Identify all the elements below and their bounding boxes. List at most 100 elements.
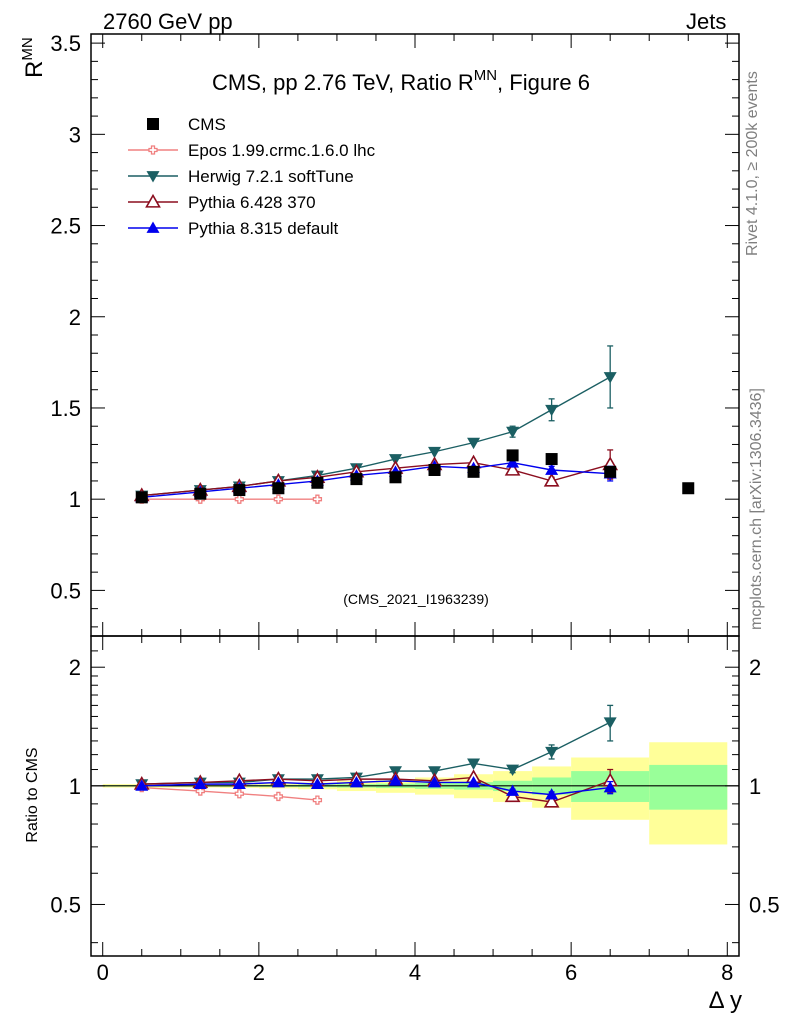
series-3-point-9 <box>506 456 520 468</box>
ratio-uncertainty-bands <box>102 742 728 845</box>
legend-marker-2 <box>146 171 160 183</box>
cms-point-10 <box>545 453 558 466</box>
series-2-line <box>141 461 611 497</box>
series-3-ratio-point-10 <box>545 788 559 800</box>
cms-point-0 <box>135 491 148 504</box>
ratio-stat-band-12 <box>649 764 728 810</box>
cms-point-4 <box>311 476 324 489</box>
series-0-ratio-point-4-shape <box>312 795 323 805</box>
legend-marker-4 <box>146 221 160 233</box>
series-1-point-9 <box>506 426 520 439</box>
y-tick-label-2: 2 <box>69 305 81 330</box>
series-2-ratio-point-10 <box>543 793 560 808</box>
cms-point-5 <box>350 473 363 486</box>
legend-item-4: Pythia 8.315 default <box>128 219 339 238</box>
series-3-ratio-point-0 <box>135 779 149 791</box>
series-1-ratio-line <box>141 721 611 785</box>
cms-point-3 <box>272 482 285 495</box>
series-0-ratio-line <box>141 786 318 801</box>
series-3-ratio-point-2 <box>232 777 246 790</box>
legend-label-0: CMS <box>188 115 226 134</box>
legend-marker-1-shape <box>148 145 158 155</box>
ratio-tick-label-right-2: 2 <box>749 655 761 680</box>
series-1-ratio-point-9 <box>506 764 520 777</box>
series-1-ratio-point-8 <box>467 758 481 770</box>
series-0-point-2 <box>234 494 244 504</box>
header-right: Jets <box>686 9 727 34</box>
y-tick-label-0.5: 0.5 <box>50 578 81 603</box>
cms-point-11 <box>604 465 617 478</box>
y-tick-label-2.5: 2.5 <box>50 214 81 239</box>
x-tick-label-4: 4 <box>409 960 421 985</box>
x-tick-label-6: 6 <box>565 960 577 985</box>
legend-label-4: Pythia 8.315 default <box>188 219 339 238</box>
x-axis-label: Δ y <box>709 987 742 1014</box>
cms-point-1 <box>194 487 207 500</box>
x-tick-label-0: 0 <box>97 960 109 985</box>
analysis-id: (CMS_2021_I1963239) <box>343 591 489 607</box>
series-3-ratio-point-8 <box>467 775 481 788</box>
cms-point-12 <box>682 482 695 495</box>
series-3-point-10 <box>545 463 559 475</box>
cms-point-7 <box>428 463 441 476</box>
legend-item-3: Pythia 6.428 370 <box>128 193 316 212</box>
series-3-line <box>141 461 611 499</box>
x-tick-label-8: 8 <box>721 960 733 985</box>
series-3-ratio-point-9 <box>506 784 520 796</box>
series-0-point-3-shape <box>273 494 284 504</box>
series-0-point-4-shape <box>312 494 323 504</box>
legend-item-0: CMS <box>147 115 226 134</box>
series-1-ratio-point-10 <box>545 746 559 759</box>
series-0-ratio-point-2 <box>234 789 244 799</box>
y-tick-label-3: 3 <box>69 122 81 147</box>
cms-point-9 <box>506 449 519 462</box>
series-3-ratio-point-3 <box>271 775 285 788</box>
y-tick-label-1.5: 1.5 <box>50 396 81 421</box>
series-3-ratio-point-6 <box>388 774 402 786</box>
series-1-ratio-point-11 <box>603 717 617 729</box>
main-series-group <box>133 345 695 504</box>
ratio-tick-label-right-0.5: 0.5 <box>749 892 780 917</box>
series-0-point-2-shape <box>234 494 244 504</box>
labels-group: CMS, pp 2.76 TeV, Ratio RMN, Figure 6 RMN… <box>19 37 742 1014</box>
series-1-point-10 <box>545 404 559 417</box>
legend-item-1: Epos 1.99.crmc.1.6.0 lhc <box>128 141 376 160</box>
legend-marker-0 <box>147 118 159 130</box>
y-tick-label-1: 1 <box>69 487 81 512</box>
series-2-point-9 <box>504 461 521 476</box>
y-axis-label: RMN <box>19 37 48 78</box>
legend-label-3: Pythia 6.428 370 <box>188 193 316 212</box>
series-0-ratio-point-4 <box>312 795 323 805</box>
series-3-ratio-line <box>141 780 611 796</box>
series-3-ratio-point-4 <box>310 777 324 790</box>
series-2-point-10 <box>543 472 560 487</box>
ratio-tick-label-0.5: 0.5 <box>50 892 81 917</box>
series-1-point-8 <box>467 437 481 450</box>
ratio-series-group <box>133 704 619 808</box>
series-2-ratio-line <box>141 776 611 803</box>
series-1-point-6 <box>388 454 402 466</box>
legend-label-2: Herwig 7.2.1 softTune <box>188 167 354 186</box>
legend-marker-3 <box>145 193 161 208</box>
series-3-ratio-point-7 <box>428 775 442 788</box>
legend-item-2: Herwig 7.2.1 softTune <box>128 167 354 186</box>
series-1-point-11 <box>603 372 617 384</box>
series-3-ratio-point-11 <box>603 781 617 793</box>
ratio-tick-label-2: 2 <box>69 655 81 680</box>
legend-marker-1 <box>148 145 158 155</box>
axes-group: 0 2 4 6 8 0.5 1 1.5 2 2.5 3 3.5 0.5 0.5 1 1 2 2 <box>50 31 779 985</box>
ratio-tick-label-1: 1 <box>69 774 81 799</box>
cms-point-2 <box>233 484 246 497</box>
cms-point-8 <box>467 465 480 478</box>
series-1-ratio-point-7 <box>428 766 442 778</box>
legend: CMS Epos 1.99.crmc.1.6.0 lhc Herwig 7.2.1 … <box>128 115 376 238</box>
legend-label-1: Epos 1.99.crmc.1.6.0 lhc <box>188 141 376 160</box>
series-0-ratio-point-2-shape <box>234 789 244 799</box>
series-1-point-7 <box>428 446 442 459</box>
series-3-ratio-point-5 <box>349 775 363 788</box>
series-3-ratio-point-1 <box>193 777 207 790</box>
header-left: 2760 GeV pp <box>103 9 233 34</box>
series-0-point-3 <box>273 494 284 504</box>
